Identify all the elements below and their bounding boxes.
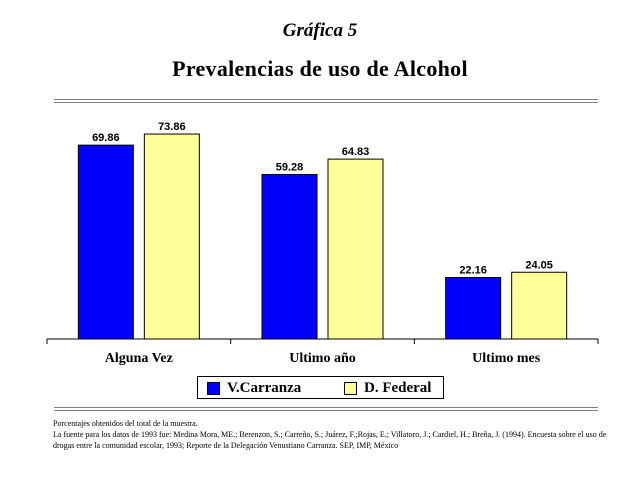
footer-rule-top — [54, 407, 598, 408]
chart-legend: V.Carranza D. Federal — [197, 376, 444, 399]
category-label-ultimo-a-o: Ultimo año — [289, 351, 356, 366]
chart-title: Prevalencias de uso de Alcohol — [172, 56, 468, 81]
data-label-d-federal-ultimo-a-o: 64.83 — [342, 146, 370, 158]
footnotes: Porcentajes obtenidos del total de la mu… — [53, 418, 623, 451]
data-label-v-carranza-ultimo-a-o: 59.28 — [276, 161, 304, 173]
legend-label-d-federal: D. Federal — [364, 379, 432, 396]
bar-d-federal-ultimo-a-o — [327, 158, 384, 340]
bar-v-carranza-alguna-vez — [77, 144, 134, 340]
bar-d-federal-alguna-vez — [143, 133, 200, 340]
data-label-v-carranza-ultimo-mes: 22.16 — [459, 265, 487, 277]
category-label-ultimo-mes: Ultimo mes — [472, 351, 541, 366]
footnote-sample: Porcentajes obtenidos del total de la mu… — [53, 419, 198, 428]
legend-swatch-d-federal — [344, 381, 357, 395]
legend-item-d-federal: D. Federal — [344, 379, 431, 397]
data-label-v-carranza-alguna-vez: 69.86 — [92, 132, 120, 144]
header-rule-bottom — [54, 102, 598, 103]
legend-label-v-carranza: V.Carranza — [227, 379, 302, 396]
bar-v-carranza-ultimo-a-o — [261, 173, 318, 340]
data-label-d-federal-ultimo-mes: 24.05 — [525, 259, 553, 271]
chart-supertitle: Gráfica 5 — [282, 20, 358, 41]
category-label-alguna-vez: Alguna Vez — [105, 351, 173, 366]
footnote-source: La fuente para los datos de 1993 fue: Me… — [53, 430, 607, 450]
data-label-d-federal-alguna-vez: 73.86 — [158, 121, 186, 133]
bar-d-federal-ultimo-mes — [511, 271, 568, 340]
bar-v-carranza-ultimo-mes — [445, 277, 502, 340]
legend-item-v-carranza: V.Carranza — [207, 379, 301, 397]
legend-swatch-v-carranza — [207, 381, 220, 395]
header-rule-top — [54, 99, 598, 100]
footer-rule-bottom — [54, 410, 598, 411]
